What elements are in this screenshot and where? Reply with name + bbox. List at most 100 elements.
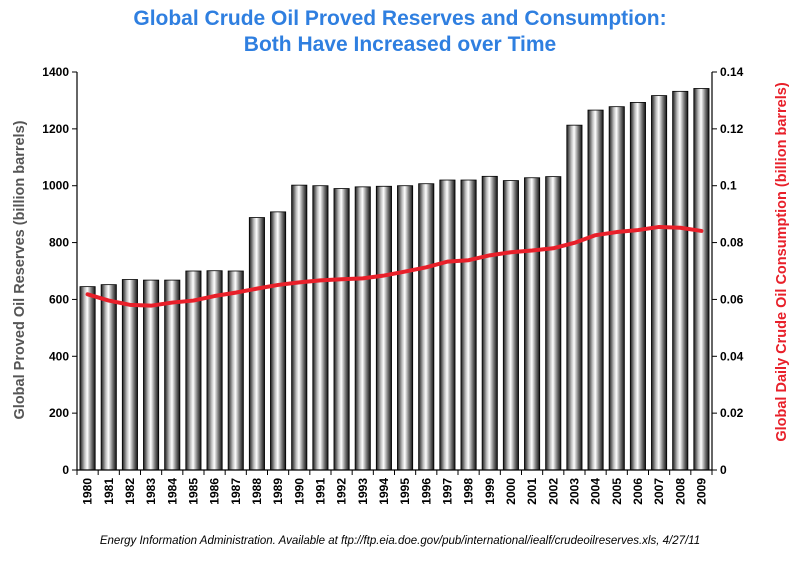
y-left-tick-label: 200 [49,406,69,420]
bar-1991 [312,185,329,471]
x-tick-label-1999: 1999 [483,478,497,505]
x-tick-label-1980: 1980 [81,478,95,505]
y-left-tick-label: 400 [49,349,69,363]
x-tick-label-1991: 1991 [313,478,327,505]
x-tick-label-2002: 2002 [546,478,560,505]
bar-2001 [524,177,541,471]
axes-group: 0 200 400 600 800 1000 1200 1400 0 0.02 0.04 0.06 0.… [42,65,743,505]
y-left-tick-label: 1200 [42,122,69,136]
y-left-tick-label: 800 [49,236,69,250]
bar-1984 [164,279,181,471]
y-right-tick-label: 0.12 [720,122,744,136]
x-tick-label-1997: 1997 [440,478,454,505]
bar-1995 [397,185,414,471]
consumption-line [85,224,704,308]
y-right-tick-label: 0.04 [720,349,744,363]
bar-1993 [354,186,371,471]
bar-1988 [248,217,265,471]
y-left-tick-label: 0 [62,463,69,477]
line-point-1983 [149,304,153,308]
line-point-1998 [467,258,471,262]
bar-1987 [227,270,244,471]
line-point-1990 [297,280,301,284]
line-point-2007 [657,225,661,229]
line-point-1995 [403,270,407,274]
y-left-tick-label: 600 [49,292,69,306]
x-tick-label-2003: 2003 [567,478,581,505]
bar-1999 [481,175,498,471]
line-group [85,224,704,308]
line-point-2002 [551,246,555,250]
bar-1981 [100,284,117,471]
x-tick-label-2009: 2009 [694,478,708,505]
bar-2006 [629,102,646,471]
line-point-1987 [234,291,238,295]
x-tick-label-1998: 1998 [462,478,476,505]
line-point-1981 [107,299,111,303]
bar-2000 [502,180,519,471]
bar-1998 [460,179,477,471]
bar-1986 [206,270,223,471]
x-tick-label-1994: 1994 [377,478,391,505]
line-point-2000 [509,250,513,254]
bar-2005 [608,106,625,471]
x-tick-label-1982: 1982 [123,478,137,505]
y-axis-left-label: Global Proved Oil Reserves (billion barr… [12,120,28,419]
chart-title-line-2: Both Have Increased over Time [243,33,557,56]
y-right-tick-label: 0 [720,463,727,477]
y-axis-right-label: Global Daily Crude Oil Consumption (bill… [774,82,790,441]
line-point-1993 [361,276,365,280]
y-right-tick-label: 0.08 [720,236,744,250]
line-point-2006 [636,228,640,232]
line-point-1982 [128,303,132,307]
line-point-1980 [86,292,90,296]
line-point-1984 [170,301,174,305]
line-point-1989 [276,283,280,287]
x-tick-label-1992: 1992 [335,478,349,505]
bar-2007 [651,95,668,471]
line-point-2004 [594,233,598,237]
y-right-tick-label: 0.06 [720,292,744,306]
x-tick-label-1985: 1985 [186,478,200,505]
x-tick-label-1988: 1988 [250,478,264,505]
line-point-1999 [488,253,492,257]
bar-1990 [291,184,308,471]
x-tick-label-1989: 1989 [271,478,285,505]
x-tick-label-2001: 2001 [525,478,539,505]
chart-title-line-1: Global Crude Oil Proved Reserves and Con… [133,7,667,30]
bar-group [79,88,710,471]
bar-1996 [418,183,435,471]
x-tick-label-2008: 2008 [673,478,687,505]
line-point-2003 [572,241,576,245]
bar-1983 [143,279,160,471]
line-point-1985 [191,299,195,303]
line-point-1996 [424,265,428,269]
line-point-2009 [699,229,703,233]
source-note: Energy Information Administration. Avail… [99,535,701,547]
x-tick-label-1986: 1986 [208,478,222,505]
bar-1994 [375,185,392,471]
line-point-1994 [382,274,386,278]
x-tick-label-1981: 1981 [102,478,116,505]
bar-1992 [333,188,350,471]
x-tick-label-1995: 1995 [398,478,412,505]
bar-2004 [587,109,604,471]
y-right-tick-label: 0.1 [720,179,737,193]
x-tick-label-1993: 1993 [356,478,370,505]
line-point-1991 [318,278,322,282]
chart-title: Global Crude Oil Proved Reserves and Con… [0,6,800,58]
line-point-2008 [678,226,682,230]
bar-2008 [672,90,689,471]
line-point-1992 [340,277,344,281]
bar-2003 [566,124,583,471]
x-tick-label-2006: 2006 [631,478,645,505]
y-right-tick-label: 0.14 [720,65,744,79]
bar-1982 [121,279,138,471]
bar-1980 [79,286,96,471]
bar-1997 [439,179,456,471]
y-right-tick-label: 0.02 [720,406,744,420]
line-point-2005 [615,230,619,234]
line-point-2001 [530,249,534,253]
x-tick-label-1987: 1987 [229,478,243,505]
